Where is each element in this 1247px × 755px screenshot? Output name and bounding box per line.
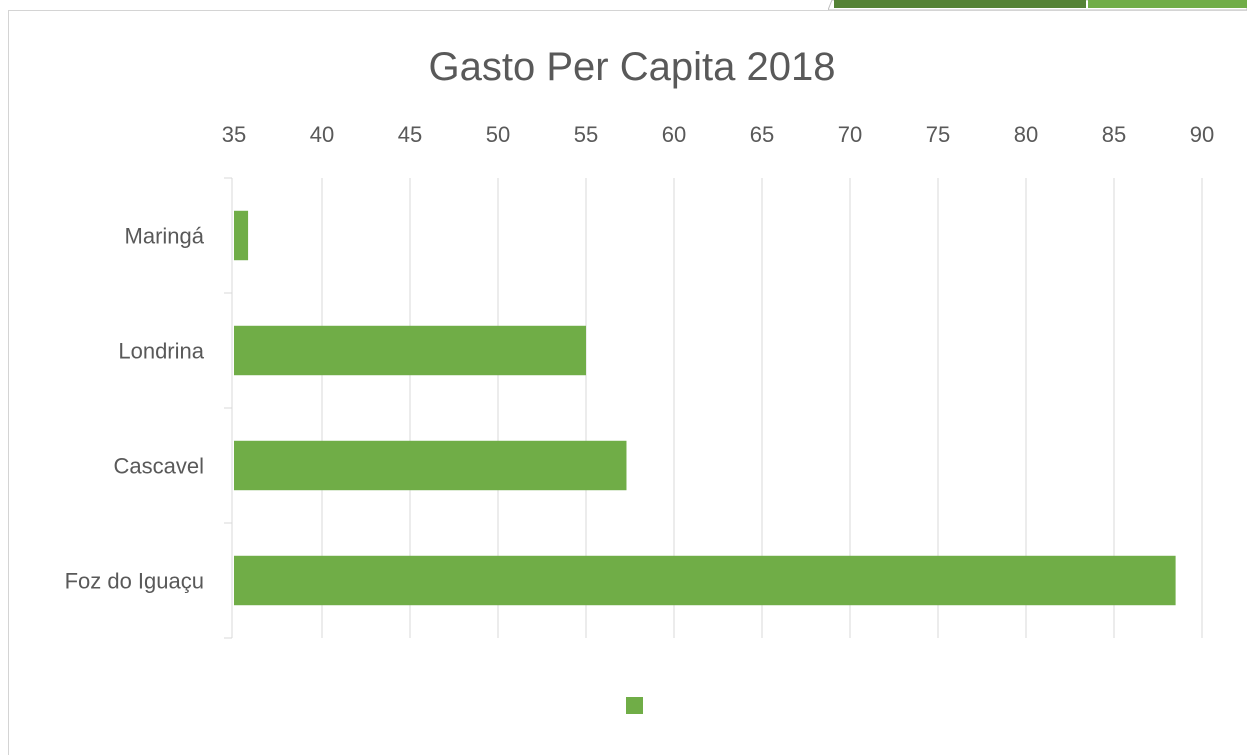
x-tick-label: 75 <box>926 122 950 147</box>
bar <box>234 555 1176 606</box>
x-tick-label: 70 <box>838 122 862 147</box>
x-tick-label: 45 <box>398 122 422 147</box>
x-tick-label: 35 <box>222 122 246 147</box>
category-label: Londrina <box>118 339 204 364</box>
decorative-slide-corner <box>828 0 1247 10</box>
chart-frame <box>8 10 1247 755</box>
bar <box>234 210 249 261</box>
corner-light-band <box>1088 0 1247 8</box>
chart-title: Gasto Per Capita 2018 <box>429 45 836 89</box>
category-axis <box>224 177 233 639</box>
x-tick-label: 60 <box>662 122 686 147</box>
corner-dark-band <box>834 0 1086 8</box>
bar <box>234 325 586 376</box>
value-axis-labels: 35 40 45 50 55 60 65 70 75 80 85 90 <box>222 122 1214 147</box>
x-tick-label: 90 <box>1190 122 1214 147</box>
x-tick-label: 85 <box>1102 122 1126 147</box>
category-label: Maringá <box>125 224 205 249</box>
category-label: Foz do Iguaçu <box>65 569 204 594</box>
legend <box>626 697 643 714</box>
x-tick-label: 65 <box>750 122 774 147</box>
legend-marker <box>626 697 643 714</box>
x-tick-label: 55 <box>574 122 598 147</box>
x-tick-label: 40 <box>310 122 334 147</box>
x-tick-label: 80 <box>1014 122 1038 147</box>
bar <box>234 440 627 491</box>
bars <box>234 210 1176 606</box>
category-labels: Maringá Londrina Cascavel Foz do Iguaçu <box>65 224 205 594</box>
x-tick-label: 50 <box>486 122 510 147</box>
category-label: Cascavel <box>114 454 204 479</box>
